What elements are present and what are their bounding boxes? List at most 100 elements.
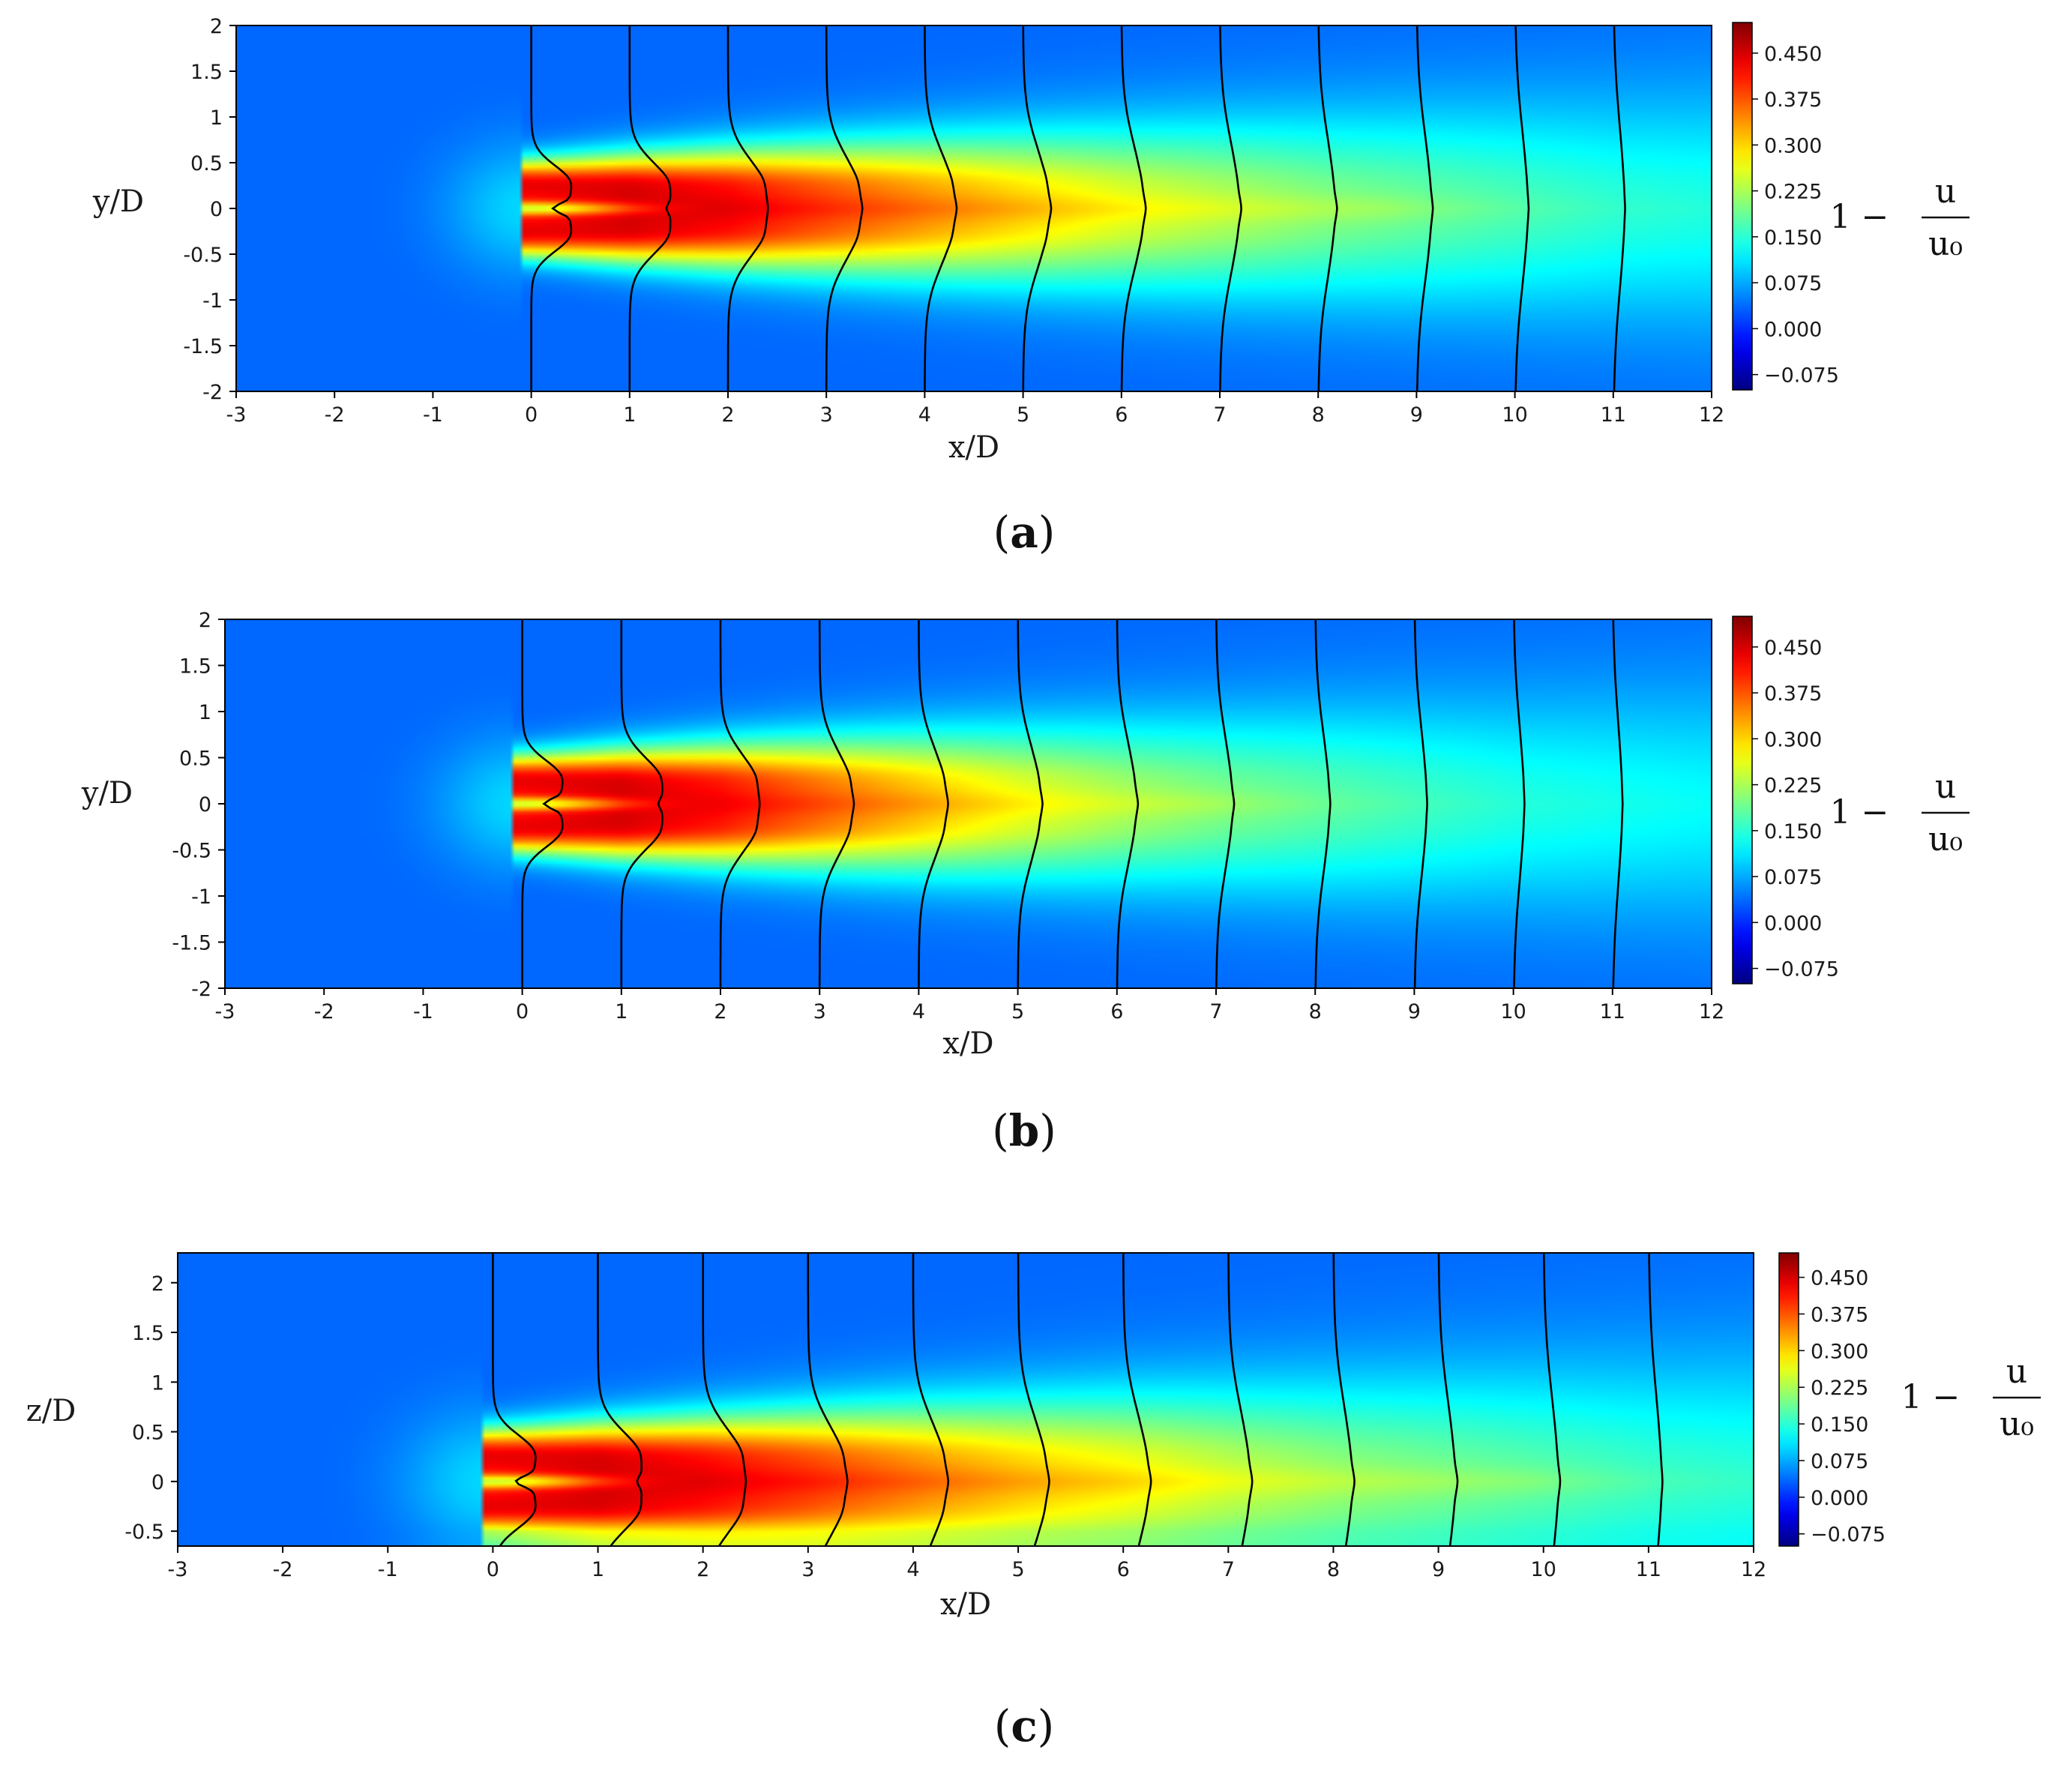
x-tick-label: 6	[1117, 1558, 1130, 1581]
x-tick-label: 1	[615, 1000, 628, 1023]
colorbar-label-denominator: u₀	[2000, 1405, 2034, 1443]
y-tick-label: 0	[151, 1471, 164, 1494]
profile-line-x4	[912, 1253, 950, 1547]
colorbar-label-prefix: 1 −	[1901, 1378, 1961, 1416]
panel-c: -3 -2 -1 0 1 2 3 4 5 6 7 8 9 10 11 1221.510.50-0.5x/Dz/…	[26, 1252, 2041, 1752]
profile-line-x7	[1219, 25, 1243, 391]
x-tick-label: 5	[1011, 1000, 1024, 1023]
profile-line-x1	[597, 1253, 643, 1547]
x-tick-label: 5	[1011, 1558, 1024, 1581]
colorbar-tick-label: 0.150	[1764, 820, 1822, 844]
x-tick-label: -2	[273, 1558, 293, 1581]
y-tick-label: 0.5	[190, 152, 223, 175]
profile-line-x11	[1613, 25, 1626, 392]
y-tick-label: 1.5	[190, 61, 223, 84]
colorbar	[1732, 616, 1753, 984]
heatmap-field	[225, 619, 1712, 988]
x-tick-label: 11	[1600, 1000, 1625, 1023]
y-tick-label: 1.5	[132, 1322, 164, 1345]
colorbar-tick-label: 0.225	[1764, 181, 1822, 204]
profile-line-x8	[1317, 25, 1338, 392]
x-tick-label: 4	[912, 1000, 925, 1023]
x-tick-label: 7	[1213, 403, 1226, 427]
colorbar	[1732, 22, 1753, 391]
profile-line-x1	[620, 619, 664, 988]
x-tick-label: 3	[820, 403, 833, 427]
y-axis-label: y/D	[92, 184, 144, 219]
y-axis-label: y/D	[81, 776, 133, 811]
x-axis-label: x/D	[942, 1026, 993, 1061]
colorbar-tick-label: 0.000	[1764, 318, 1822, 341]
colorbar	[1778, 1252, 1799, 1547]
y-tick-label: 0	[210, 198, 223, 221]
x-tick-label: 6	[1115, 403, 1128, 427]
y-tick-label: 1	[210, 106, 223, 130]
profile-line-x9	[1437, 1252, 1459, 1547]
colorbar-label: 1 − u u₀	[1830, 768, 1970, 859]
x-tick-label: -1	[423, 403, 443, 427]
profile-line-x3	[807, 1253, 849, 1547]
colorbar-tick-label: −0.075	[1764, 958, 1839, 981]
y-tick-label: 1.5	[179, 655, 211, 679]
profile-line-x11	[1612, 619, 1624, 989]
colorbar-tick-label: 0.150	[1811, 1413, 1868, 1437]
colorbar-label: 1 − u u₀	[1901, 1353, 2041, 1443]
x-tick-label: 8	[1309, 1000, 1322, 1023]
panel-label: (c)	[994, 1701, 1055, 1752]
x-tick-label: 1	[623, 403, 636, 427]
profile-line-x6	[1116, 619, 1140, 988]
profile-line-x10	[1543, 1253, 1562, 1547]
panel-a: -3 -2 -1 0 1 2 3 4 5 6 7 8 9 10 11 1221.510.50-0.5-1-1.…	[92, 15, 1970, 558]
colorbar-tick-label: 0.450	[1811, 1267, 1868, 1290]
x-tick-label: 9	[1410, 403, 1423, 427]
x-axis-label: x/D	[940, 1587, 991, 1622]
profile-line-x7	[1215, 619, 1236, 988]
x-tick-label: -1	[378, 1558, 398, 1581]
colorbar-tick-label: 0.225	[1764, 775, 1822, 798]
colorbar-label-denominator: u₀	[1928, 820, 1963, 859]
x-tick-label: 2	[721, 403, 734, 427]
colorbar-tick-label: 0.300	[1764, 134, 1822, 157]
x-tick-label: 4	[906, 1558, 919, 1581]
heatmap-field	[236, 25, 1712, 391]
x-tick-label: 5	[1017, 403, 1029, 427]
x-tick-label: 8	[1327, 1558, 1340, 1581]
colorbar-tick-label: 0.375	[1764, 88, 1822, 112]
profile-line-x2	[719, 619, 761, 988]
profile-line-x5	[1017, 1253, 1050, 1547]
x-tick-label: 3	[801, 1558, 814, 1581]
y-tick-label: -1	[191, 886, 211, 909]
panel-b: -3 -2 -1 0 1 2 3 4 5 6 7 8 9 10 11 1221.510.50-0.5-1-1.…	[81, 609, 1970, 1156]
x-tick-label: 10	[1500, 1000, 1526, 1023]
colorbar-label-numerator: u	[1935, 768, 1956, 806]
x-tick-label: 0	[525, 403, 538, 427]
x-tick-label: 9	[1408, 1000, 1421, 1023]
colorbar-tick-label: 0.450	[1764, 43, 1822, 66]
y-tick-label: 0.5	[132, 1422, 164, 1445]
profile-line-x4	[924, 25, 958, 391]
colorbar-label-prefix: 1 −	[1830, 793, 1889, 832]
y-tick-label: -1.5	[172, 932, 211, 955]
colorbar-tick-label: 0.300	[1764, 728, 1822, 751]
y-tick-label: -2	[202, 381, 223, 404]
colorbar-tick-label: 0.375	[1811, 1303, 1868, 1326]
y-tick-label: -0.5	[183, 244, 223, 267]
y-tick-label: -0.5	[172, 840, 211, 863]
profile-line-x8	[1332, 1253, 1356, 1547]
x-tick-label: -1	[413, 1000, 433, 1023]
profile-line-x9	[1413, 619, 1428, 989]
heatmap-field	[178, 1253, 1754, 1546]
x-tick-label: 7	[1209, 1000, 1222, 1023]
colorbar-tick-label: −0.075	[1811, 1524, 1886, 1547]
x-tick-label: 0	[516, 1000, 529, 1023]
profile-line-x5	[1022, 25, 1053, 391]
x-tick-label: 11	[1601, 403, 1626, 427]
colorbar-tick-label: 0.450	[1764, 637, 1822, 660]
x-axis-label: x/D	[948, 430, 999, 465]
colorbar-tick-label: 0.075	[1764, 866, 1822, 889]
profile-line-x1	[628, 25, 672, 391]
panel-label: (a)	[993, 507, 1056, 558]
profile-line-x0	[521, 619, 564, 988]
colorbar-tick-label: 0.225	[1811, 1377, 1868, 1400]
x-tick-label: 2	[714, 1000, 726, 1023]
